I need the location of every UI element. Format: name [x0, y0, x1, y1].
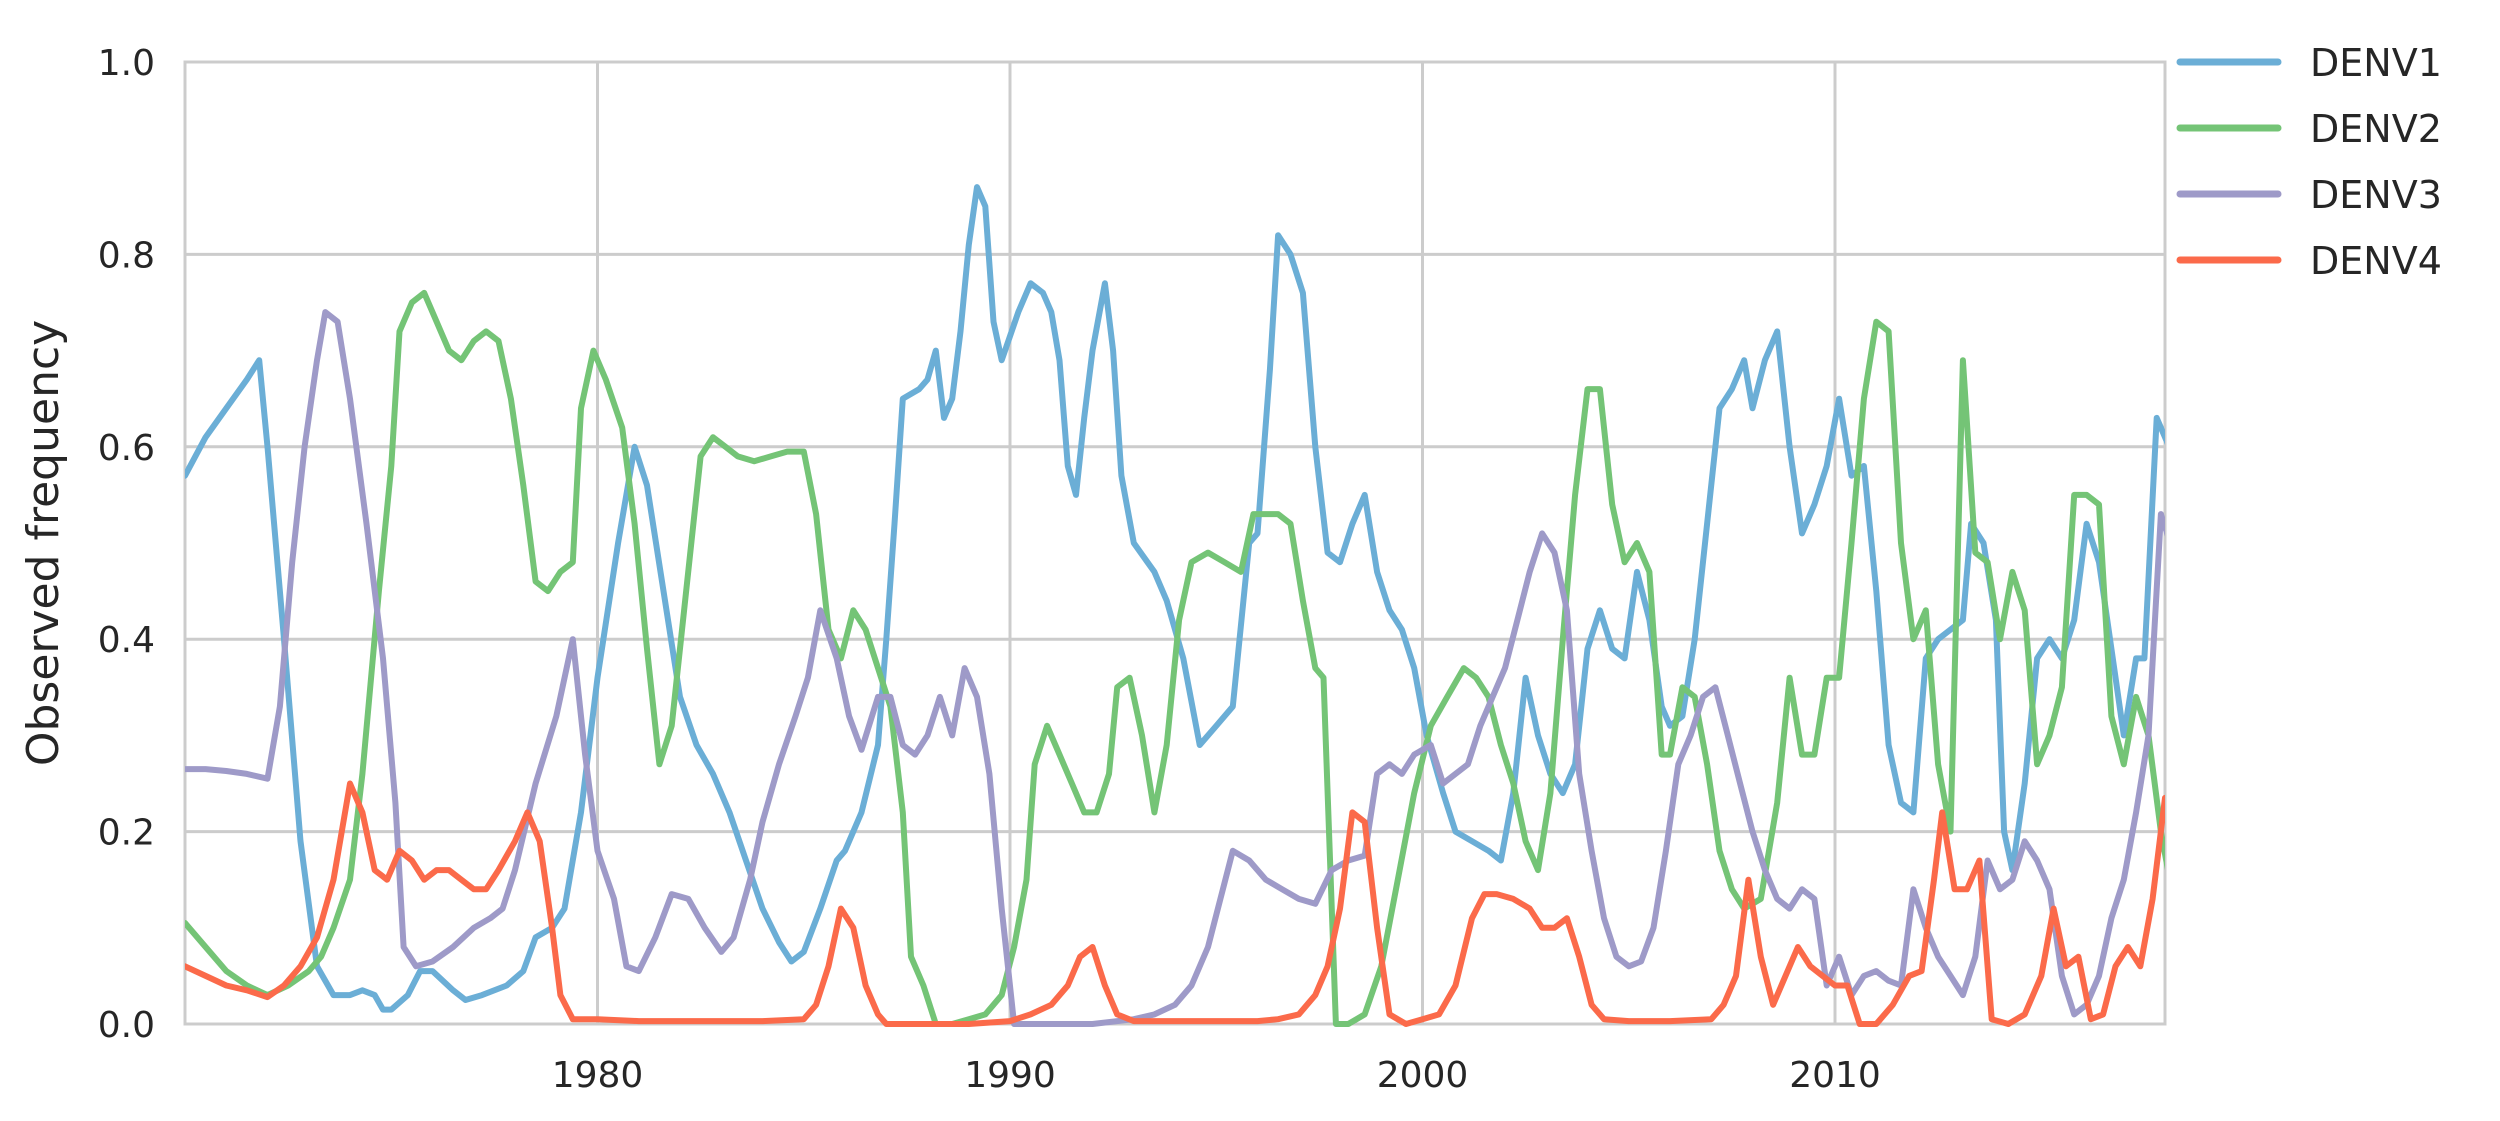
series-line-denv4	[185, 780, 2165, 1027]
y-tick-label: 0.0	[98, 1005, 155, 1046]
x-tick-label: 1980	[552, 1055, 644, 1096]
legend-label-denv2: DENV2	[2310, 107, 2442, 151]
series-line-denv3	[185, 309, 2165, 1027]
legend-label-denv4: DENV4	[2310, 239, 2442, 283]
tick-labels: 0.0 0.2 0.4 0.6 0.8 1.0 1980 1990 2000 2010	[98, 43, 1881, 1096]
legend: DENV1 DENV2 DENV3 DENV4	[2176, 41, 2442, 283]
x-tick-label: 2010	[1789, 1055, 1881, 1096]
plot-frame	[183, 60, 2167, 1026]
x-tick-label: 2000	[1377, 1055, 1469, 1096]
x-tick-label: 1990	[964, 1055, 1056, 1096]
grid	[185, 60, 2165, 1026]
series-line-denv2	[185, 289, 2165, 1027]
y-axis-label: Observed frequency	[18, 320, 69, 766]
legend-label-denv3: DENV3	[2310, 173, 2442, 217]
y-tick-label: 0.8	[98, 235, 155, 276]
y-tick-label: 0.2	[98, 813, 155, 854]
series-lines	[185, 184, 2165, 1027]
y-tick-label: 0.6	[98, 428, 155, 469]
y-tick-label: 1.0	[98, 43, 155, 84]
y-tick-label: 0.4	[98, 620, 155, 661]
legend-label-denv1: DENV1	[2310, 41, 2442, 85]
